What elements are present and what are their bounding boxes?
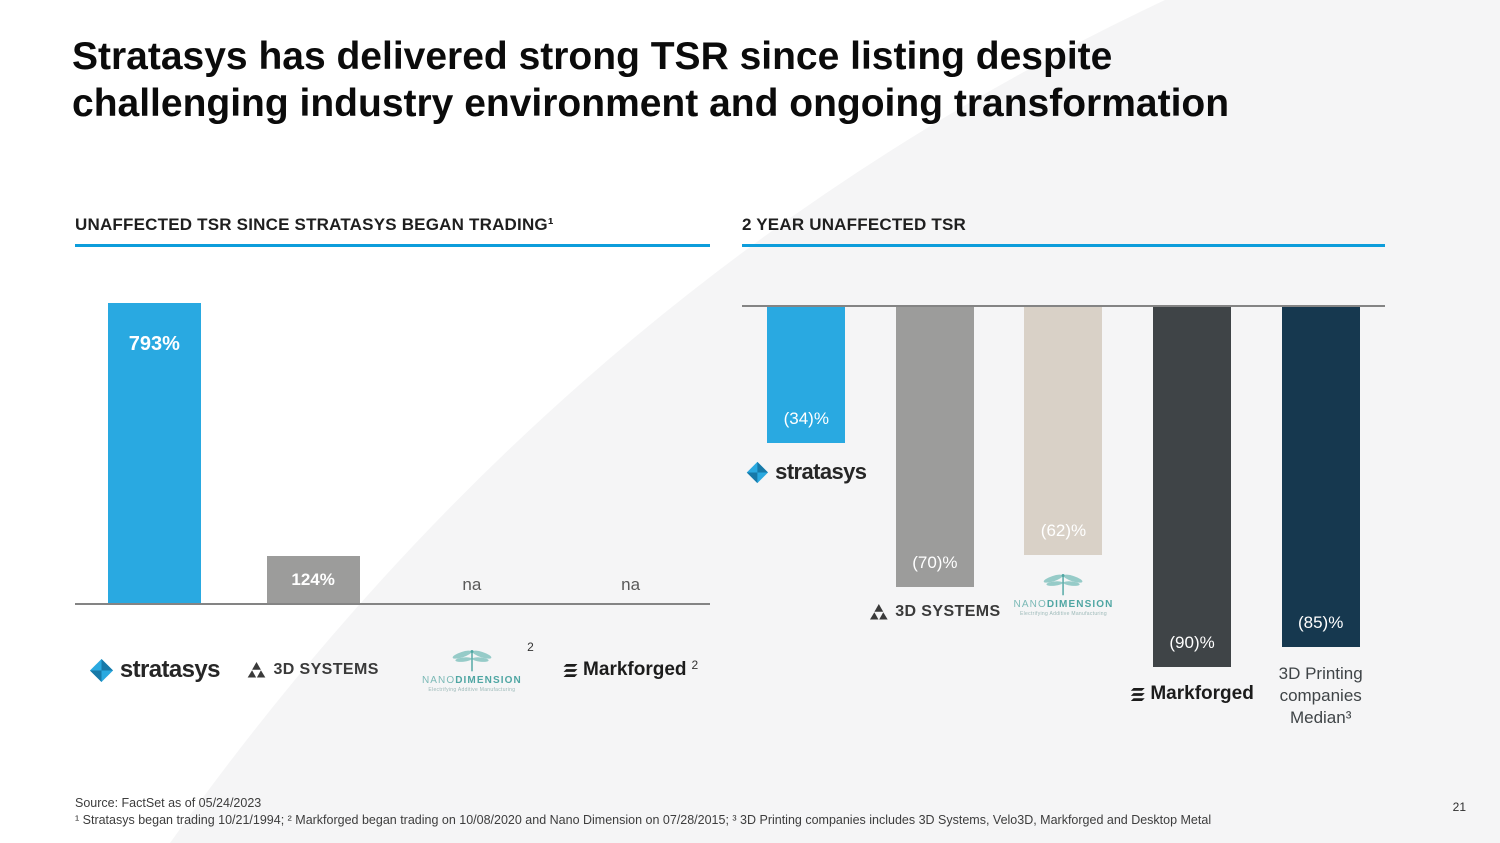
- bar-column-nanodimension: (62)%: [999, 307, 1128, 685]
- threed-systems-icon: [248, 662, 266, 678]
- median-category-label: 3D Printing companies Median³: [1265, 663, 1377, 728]
- nano-wordmark-part1: NANO: [421, 675, 456, 686]
- chart-two-year-plot: (34)% stratasys (70)%: [742, 305, 1385, 727]
- bar-value-label: 793%: [128, 333, 180, 355]
- heading-accent-rule: [742, 244, 1385, 247]
- threed-systems-logo: 3D SYSTEMS: [869, 603, 1000, 625]
- markforged-logo: Markforged 2: [563, 659, 698, 681]
- nano-dimension-wordmark: NANODIMENSION: [422, 675, 522, 686]
- threed-systems-wordmark: 3D SYSTEMS: [895, 603, 1001, 620]
- bar-value-label: (70)%: [912, 553, 958, 572]
- bar-column-3dsystems: 124%: [234, 305, 393, 603]
- bar-column-markforged: na: [551, 305, 710, 603]
- nano-dimension-logo: NANODIMENSION Electrifying Additive Manu…: [1014, 571, 1114, 617]
- footnote-ref-2: 2: [527, 640, 534, 654]
- bar-column-median: (85)% 3D Printing companies Median³: [1256, 307, 1385, 727]
- legend-stratasys: stratasys: [75, 647, 234, 693]
- footnote-ref-2: 2: [691, 658, 699, 672]
- chart-since-listing-plot: 793% 124% na na: [75, 303, 710, 605]
- stratasys-logo: stratasys: [89, 656, 220, 684]
- nano-dimension-tagline: Electrifying Additive Manufacturing: [428, 687, 516, 693]
- dragonfly-icon: [452, 650, 492, 672]
- dragonfly-icon: [1044, 574, 1083, 596]
- bar-3dsystems: (70)%: [895, 307, 974, 587]
- legend-3dsystems: 3D SYSTEMS: [234, 647, 393, 693]
- nano-dimension-tagline: Electrifying Additive Manufacturing: [1020, 611, 1107, 617]
- slide-title: Stratasys has delivered strong TSR since…: [72, 35, 1230, 125]
- bar-column-stratasys: 793%: [75, 303, 234, 603]
- markforged-logo: Markforged: [1130, 683, 1254, 706]
- bar-column-markforged: (90)% Markforged: [1128, 307, 1257, 704]
- legend-nanodimension: 2 NANODIMENSION Electrifying Additive Ma…: [393, 641, 552, 693]
- chart-two-year-heading: 2 YEAR UNAFFECTED TSR: [742, 215, 966, 234]
- footnotes: ¹ Stratasys began trading 10/21/1994; ² …: [75, 813, 1212, 827]
- bar-median: (85)%: [1281, 307, 1360, 647]
- stratasys-logo: stratasys: [746, 459, 867, 489]
- nano-wordmark-part2: DIMENSION: [455, 675, 522, 686]
- bar-column-nanodimension: na: [393, 305, 552, 603]
- nano-wordmark-part2: DIMENSION: [1046, 599, 1114, 610]
- nano-dimension-logo: 2 NANODIMENSION Electrifying Additive Ma…: [422, 641, 534, 693]
- bar-value-label: (90)%: [1169, 633, 1215, 652]
- bar-column-3dsystems: (70)% 3D SYSTEMS: [869, 307, 1000, 685]
- stratasys-icon: [747, 461, 769, 483]
- bar-stratasys: (34)%: [767, 307, 846, 443]
- bar-value-label: 124%: [291, 569, 335, 589]
- markforged-icon: [1130, 687, 1145, 701]
- chart-since-listing: UNAFFECTED TSR SINCE STRATASYS BEGAN TRA…: [75, 215, 710, 693]
- heading-accent-rule: [75, 244, 710, 247]
- threed-systems-icon: [869, 604, 888, 620]
- nano-wordmark-part1: NANO: [1013, 599, 1047, 610]
- markforged-mark: Markforged: [563, 659, 687, 681]
- bar-value-label: (34)%: [783, 409, 829, 428]
- median-label-text: 3D Printing companies Median³: [1278, 664, 1363, 727]
- stratasys-wordmark: stratasys: [119, 656, 221, 683]
- page-number: 21: [1452, 800, 1466, 814]
- nano-dimension-logo: NANODIMENSION Electrifying Additive Manu…: [1014, 571, 1114, 617]
- source-note: Source: FactSet as of 05/24/2023: [75, 796, 262, 810]
- na-value-label: na: [621, 575, 641, 594]
- bar-column-stratasys: (34)% stratasys: [742, 307, 871, 685]
- threed-systems-logo: 3D SYSTEMS: [247, 661, 378, 679]
- bar-value-label: (85)%: [1297, 613, 1344, 632]
- chart-since-listing-heading: UNAFFECTED TSR SINCE STRATASYS BEGAN TRA…: [75, 215, 554, 234]
- markforged-logo: Markforged: [1130, 683, 1254, 705]
- chart-since-listing-legend: stratasys 3D SYSTEMS 2: [75, 641, 710, 693]
- stratasys-logo: stratasys: [746, 459, 867, 485]
- bar-nanodimension: (62)%: [1024, 307, 1103, 555]
- threed-systems-logo: 3D SYSTEMS: [869, 603, 1000, 621]
- markforged-wordmark: Markforged: [1150, 683, 1254, 704]
- legend-markforged: Markforged 2: [551, 647, 710, 693]
- chart-two-year: 2 YEAR UNAFFECTED TSR (34)% stratasys: [742, 215, 1385, 727]
- stratasys-icon: [89, 658, 113, 682]
- bar-value-label: (62)%: [1040, 521, 1087, 540]
- threed-systems-wordmark: 3D SYSTEMS: [273, 661, 379, 678]
- stratasys-wordmark: stratasys: [775, 459, 867, 484]
- bar-markforged: (90)%: [1153, 307, 1232, 667]
- markforged-icon: [563, 663, 578, 677]
- nano-dimension-wordmark: NANODIMENSION: [1014, 599, 1114, 610]
- bar-3dsystems: 124%: [266, 556, 360, 603]
- na-value-label: na: [462, 575, 482, 594]
- markforged-wordmark: Markforged: [583, 659, 687, 680]
- bar-stratasys: 793%: [107, 303, 201, 603]
